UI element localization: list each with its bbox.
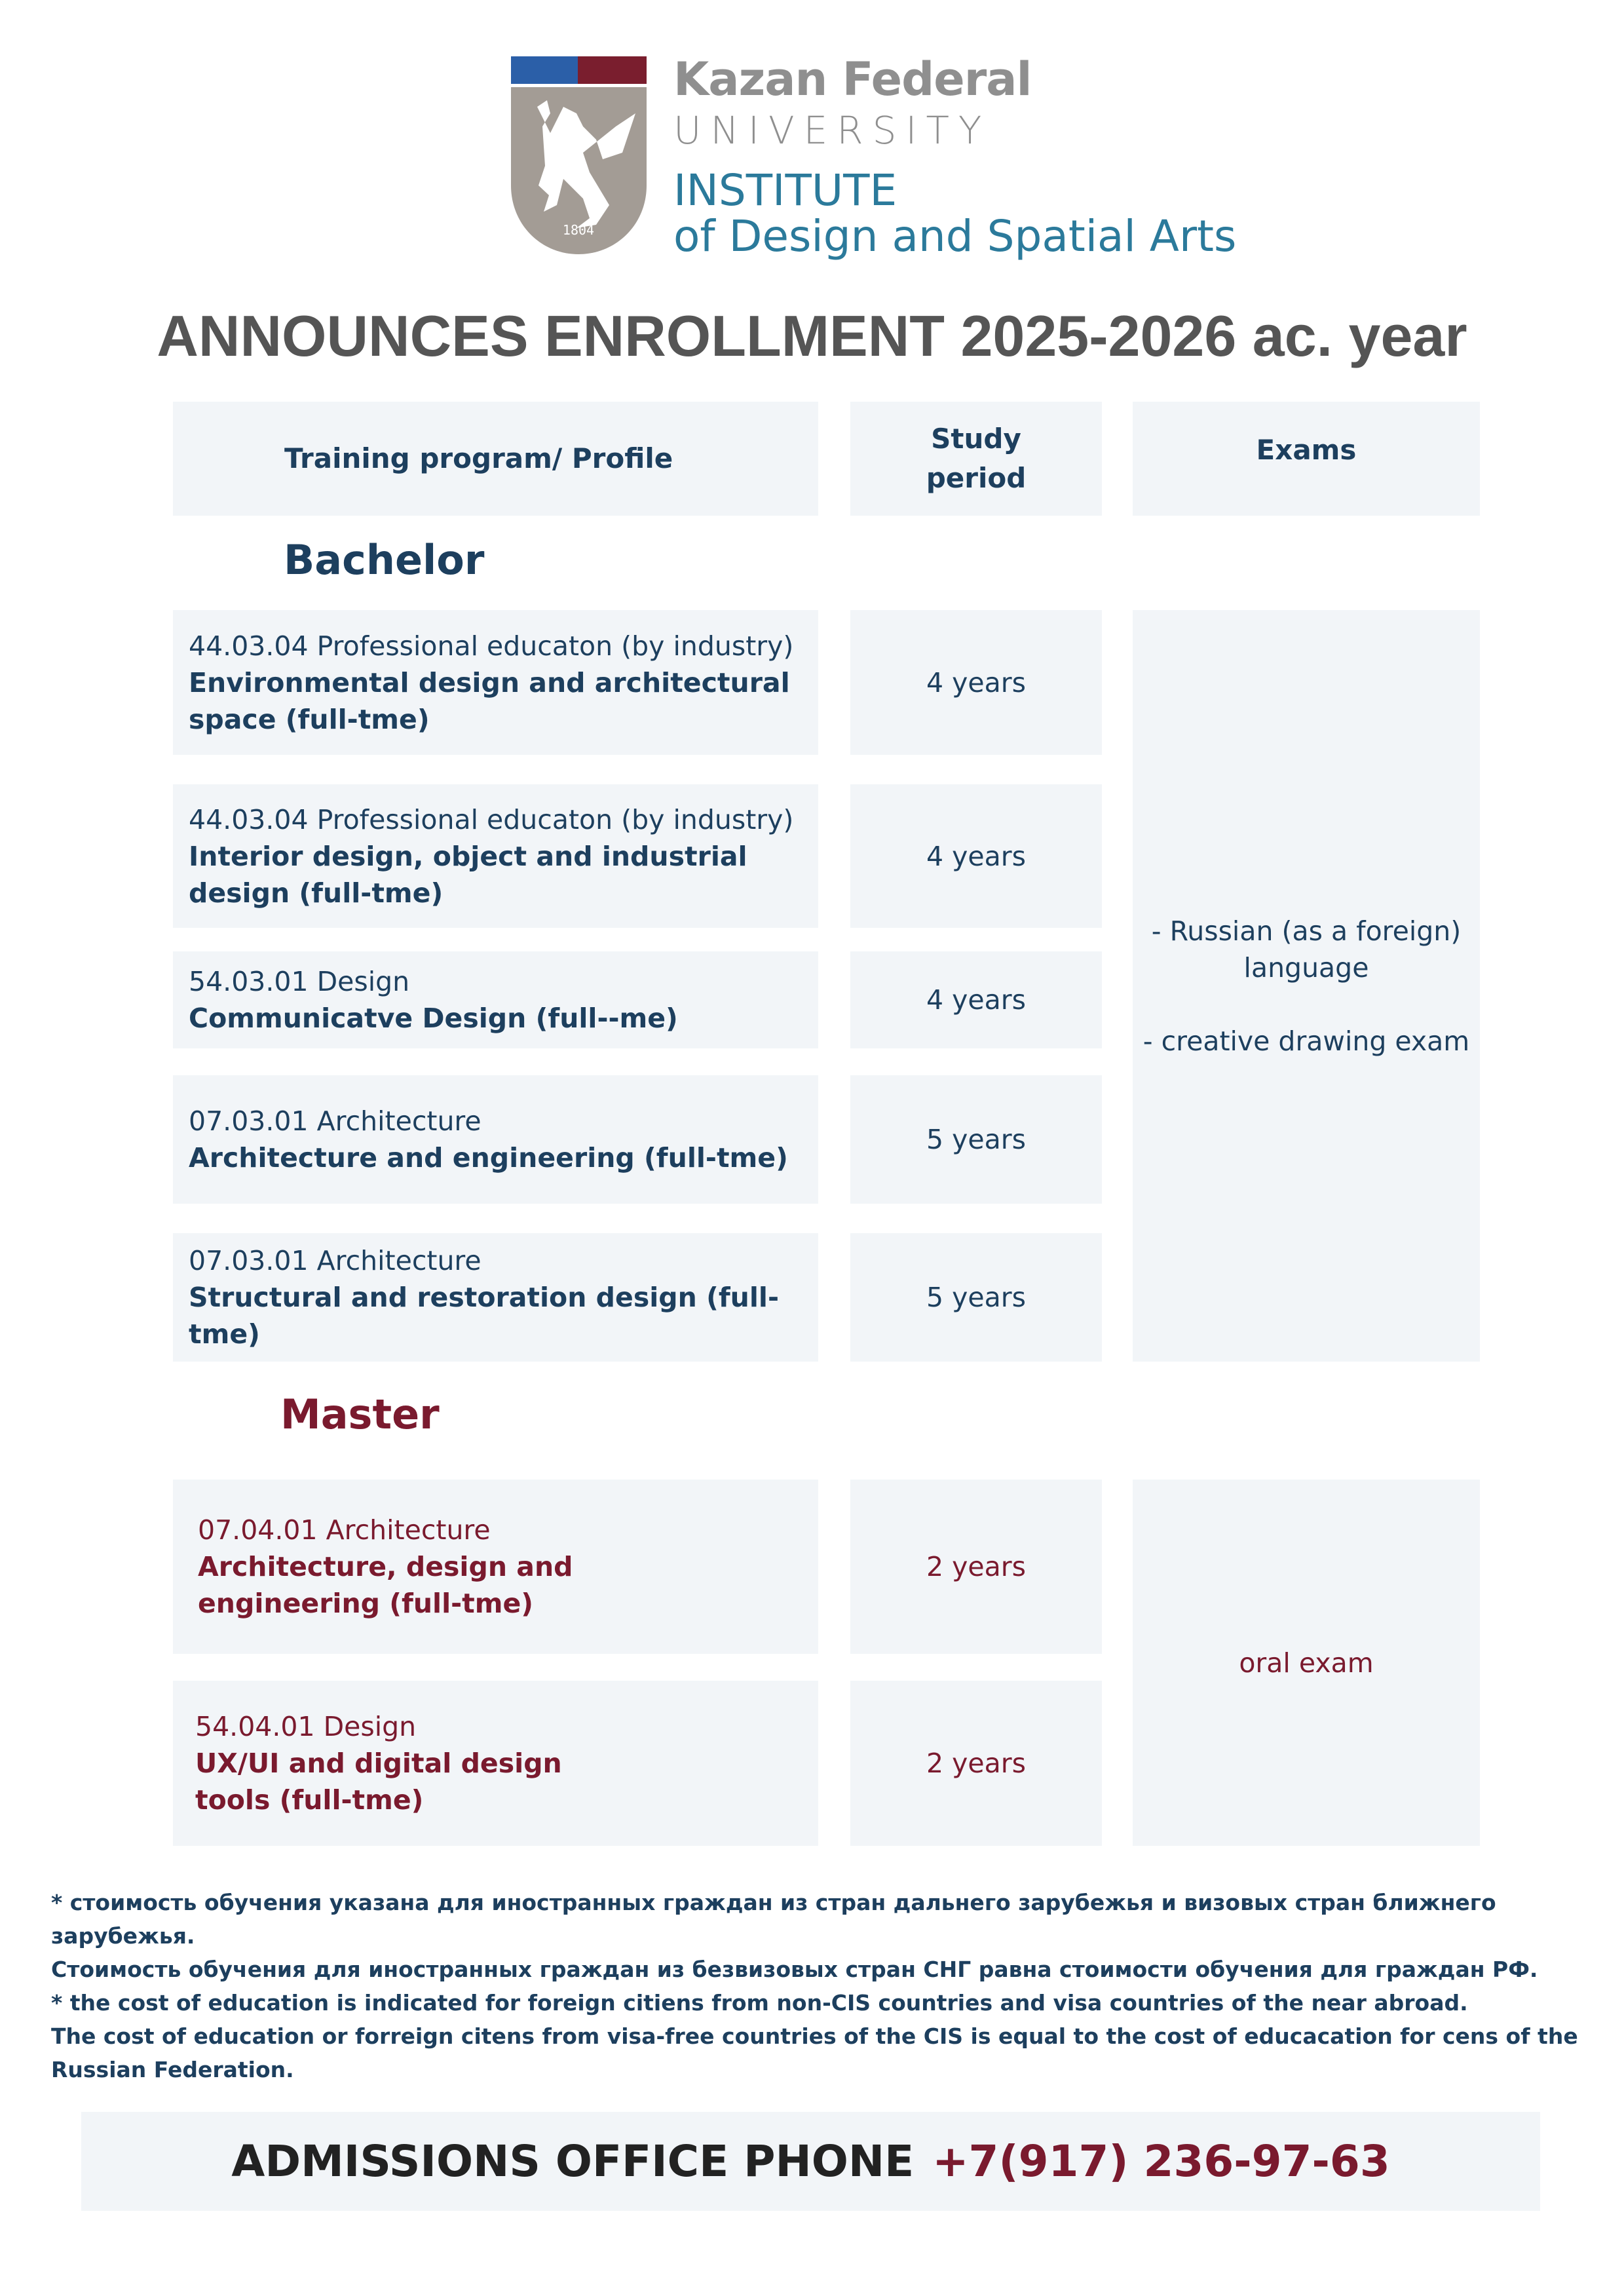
program-profile: Architecture and engineering (full-tme) bbox=[189, 1142, 788, 1174]
table-row-program: 07.04.01 Architecture Architecture, desig… bbox=[173, 1480, 818, 1654]
logo-university: UNIVERSITY bbox=[673, 108, 991, 153]
exam-russian-cont: language bbox=[1243, 951, 1369, 984]
footnotes: * стоимость обучения указана для иностра… bbox=[51, 1886, 1597, 2086]
program-profile: Interior design, object and industrial d… bbox=[189, 840, 747, 909]
logo-institute-name: of Design and Spatial Arts bbox=[673, 211, 1237, 261]
program-profile: UX/UI and digital design tools (full-tme… bbox=[195, 1748, 562, 1816]
table-row-program: 44.03.04 Professional educaton (by indus… bbox=[173, 784, 818, 928]
study-period: 2 years bbox=[850, 1681, 1102, 1846]
program-code: 44.03.04 Professional educaton (by indus… bbox=[189, 630, 794, 662]
page-title: ANNOUNCES ENROLLMENT 2025-2026 ac. year bbox=[157, 303, 1467, 368]
program-code: 07.03.01 Architecture bbox=[189, 1245, 482, 1276]
program-code: 44.03.04 Professional educaton (by indus… bbox=[189, 803, 794, 835]
logo-kazan-federal: Kazan Federal bbox=[673, 52, 1032, 106]
section-master: Master bbox=[280, 1390, 440, 1438]
program-code: 54.04.01 Design bbox=[195, 1711, 417, 1742]
table-row-program: 07.03.01 Architecture Structural and rest… bbox=[173, 1233, 818, 1362]
admissions-phone-banner: ADMISSIONS OFFICE PHONE +7(917) 236-97-6… bbox=[81, 2112, 1540, 2211]
program-code: 07.03.01 Architecture bbox=[189, 1105, 482, 1137]
program-profile: Environmental design and architectural s… bbox=[189, 666, 790, 735]
header-period-line1: Study bbox=[931, 423, 1021, 455]
header-program: Training program/ Profile bbox=[173, 402, 818, 516]
study-period: 4 years bbox=[850, 784, 1102, 928]
bachelor-exams: - Russian (as a foreign) language - crea… bbox=[1133, 610, 1480, 1362]
program-profile: Architecture, design and engineering (fu… bbox=[198, 1551, 573, 1619]
table-row-program: 07.03.01 Architecture Architecture and en… bbox=[173, 1075, 818, 1204]
header-program-label: Training program/ Profile bbox=[284, 442, 673, 474]
study-period: 2 years bbox=[850, 1480, 1102, 1654]
phone-label: ADMISSIONS OFFICE PHONE bbox=[231, 2136, 915, 2187]
master-exams: oral exam bbox=[1133, 1480, 1480, 1846]
study-period: 4 years bbox=[850, 610, 1102, 755]
logo-year: 1804 bbox=[563, 222, 594, 238]
header-period: Study period bbox=[850, 402, 1102, 516]
study-period: 4 years bbox=[850, 951, 1102, 1048]
footnote-en-2: The cost of education or forreign citens… bbox=[51, 2023, 1578, 2082]
program-code: 07.04.01 Architecture bbox=[198, 1514, 491, 1546]
header-period-line2: period bbox=[926, 462, 1027, 494]
logo-institute: INSTITUTE bbox=[673, 165, 897, 216]
footnote-ru-1: * стоимость обучения указана для иностра… bbox=[51, 1890, 1496, 1949]
shield-icon: 1804 bbox=[511, 87, 647, 254]
logo-stripe-maroon bbox=[578, 56, 647, 84]
table-row-program: 54.03.01 Design Communicatve Design (full… bbox=[173, 951, 818, 1048]
program-profile: Structural and restoration design (full-… bbox=[189, 1282, 779, 1350]
exam-drawing: - creative drawing exam bbox=[1142, 1025, 1470, 1057]
footnote-en-1: * the cost of education is indicated for… bbox=[51, 1990, 1468, 2016]
phone-number[interactable]: +7(917) 236-97-63 bbox=[932, 2136, 1390, 2187]
program-code: 54.03.01 Design bbox=[189, 966, 410, 997]
header-exams: Exams bbox=[1133, 402, 1480, 516]
section-bachelor: Bachelor bbox=[284, 536, 485, 584]
program-profile: Communicatve Design (full--me) bbox=[189, 1003, 678, 1034]
logo-stripe-blue bbox=[511, 56, 578, 84]
header-exams-label: Exams bbox=[1256, 434, 1357, 466]
exam-russian: - Russian (as a foreign) bbox=[1151, 915, 1462, 947]
study-period: 5 years bbox=[850, 1233, 1102, 1362]
footnote-ru-2: Стоимость обучения для иностранных гражд… bbox=[51, 1957, 1538, 1982]
table-row-program: 44.03.04 Professional educaton (by indus… bbox=[173, 610, 818, 755]
table-row-program: 54.04.01 Design UX/UI and digital design … bbox=[173, 1681, 818, 1846]
study-period: 5 years bbox=[850, 1075, 1102, 1204]
